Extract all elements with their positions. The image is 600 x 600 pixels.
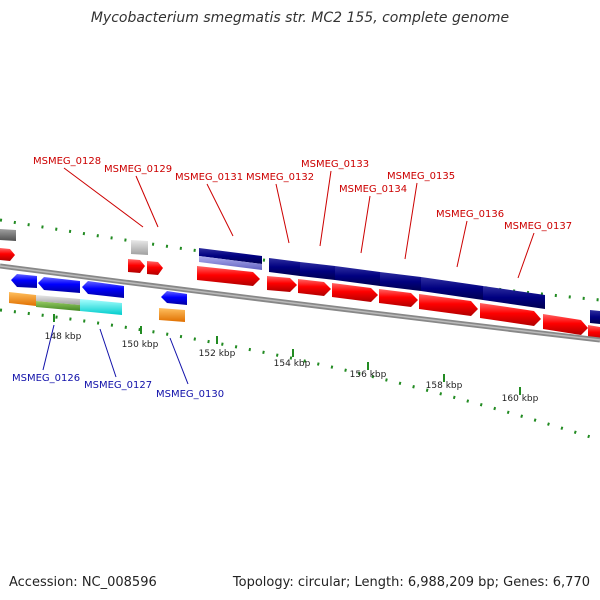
leader-line [99, 328, 117, 378]
forward-cds-arrow [267, 276, 297, 292]
forward-cds-arrow [543, 314, 588, 335]
scale-label: 154 kbp [274, 359, 311, 369]
forward-cds-arrow [0, 248, 15, 261]
gene-label-msmeg-0137: MSMEG_0137 [504, 221, 572, 232]
leader-line [63, 167, 144, 228]
leader-line [275, 183, 290, 244]
upper-feature-navy-7 [483, 286, 545, 309]
lower-feature-cyan [80, 299, 122, 315]
upper-feature-navy-4 [335, 266, 380, 286]
forward-cds-arrow [298, 279, 331, 296]
lower-feature-track [9, 292, 185, 322]
leader-line [169, 337, 189, 385]
upper-feature-navy-2 [269, 258, 300, 276]
leader-line [42, 324, 55, 371]
gene-label-msmeg-0134: MSMEG_0134 [339, 184, 407, 195]
reverse-cds-arrow [38, 277, 80, 293]
forward-cds-arrow [480, 303, 541, 326]
leader-line [517, 232, 535, 279]
gene-label-msmeg-0136: MSMEG_0136 [436, 209, 504, 220]
forward-cds-arrow [128, 259, 145, 273]
upper-feature-lavender [199, 256, 262, 270]
upper-feature-navy-8 [590, 310, 600, 324]
reverse-cds-arrow [161, 291, 187, 305]
lower-feature-grey [36, 295, 80, 305]
gene-label-msmeg-0133: MSMEG_0133 [301, 159, 369, 170]
gene-label-msmeg-0132: MSMEG_0132 [246, 172, 314, 183]
scale-label: 156 kbp [350, 370, 387, 380]
leader-line [456, 220, 468, 268]
forward-cds-arrow [332, 283, 378, 302]
top-gene-labels: MSMEG_0128 MSMEG_0129 MSMEG_0131 MSMEG_0… [33, 156, 572, 279]
reverse-cds-arrow [11, 274, 37, 288]
forward-cds-arrow [197, 266, 260, 286]
leader-line [135, 175, 159, 228]
gene-label-msmeg-0127: MSMEG_0127 [84, 380, 152, 391]
upper-feature-navy-5 [380, 272, 421, 291]
forward-cds-arrow [147, 261, 163, 275]
lower-feature-green [36, 301, 80, 311]
forward-strand-track [0, 248, 600, 341]
bottom-gene-labels: MSMEG_0126 MSMEG_0127 MSMEG_0130 [12, 324, 224, 400]
upper-feature-grey-small [131, 240, 148, 255]
scale-label: 160 kbp [502, 394, 539, 404]
reverse-strand-track [11, 274, 187, 305]
map-title: Mycobacterium smegmatis str. MC2 155, co… [90, 10, 510, 26]
scale-labels: 148 kbp 150 kbp 152 kbp 154 kbp 156 kbp … [45, 332, 539, 404]
gene-label-msmeg-0129: MSMEG_0129 [104, 164, 172, 175]
leader-line [404, 182, 418, 260]
outer-tick-arc [0, 218, 600, 302]
leader-line [206, 183, 234, 237]
gene-label-msmeg-0130: MSMEG_0130 [156, 389, 224, 400]
upper-feature-track [0, 229, 600, 324]
upper-feature-grey-left [0, 229, 16, 241]
reverse-cds-arrow [82, 281, 124, 298]
forward-cds-arrow [419, 294, 478, 316]
genome-summary: Topology: circular; Length: 6,988,209 bp… [232, 575, 590, 590]
accession-label: Accession: NC_008596 [9, 575, 157, 590]
gene-label-msmeg-0135: MSMEG_0135 [387, 171, 455, 182]
inner-tick-arc [0, 308, 600, 442]
leader-line [360, 195, 371, 254]
lower-feature-orange [9, 292, 36, 306]
lower-feature-orange-2 [159, 308, 185, 322]
upper-feature-navy-3 [300, 262, 335, 280]
scale-label: 152 kbp [199, 349, 236, 359]
forward-cds-arrow [379, 289, 418, 307]
gene-label-msmeg-0128: MSMEG_0128 [33, 156, 101, 167]
leader-line [319, 170, 332, 247]
scale-label: 150 kbp [122, 340, 159, 350]
scale-label: 158 kbp [426, 381, 463, 391]
scale-label: 148 kbp [45, 332, 82, 342]
upper-feature-navy-6 [421, 277, 483, 300]
major-ticks [53, 314, 521, 395]
upper-feature-navy-1 [199, 248, 262, 264]
backbone-highlight [0, 265, 600, 341]
gene-label-msmeg-0131: MSMEG_0131 [175, 172, 243, 183]
gene-label-msmeg-0126: MSMEG_0126 [12, 373, 80, 384]
